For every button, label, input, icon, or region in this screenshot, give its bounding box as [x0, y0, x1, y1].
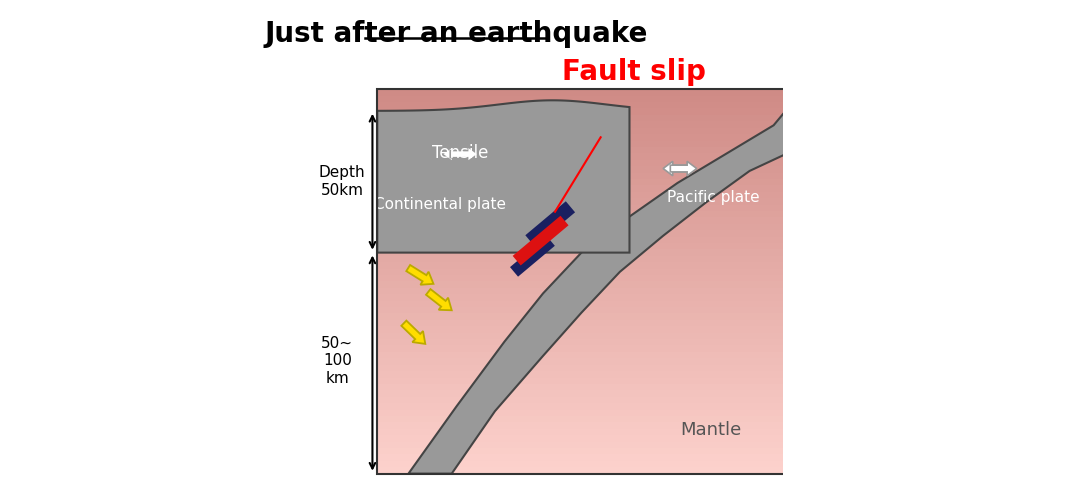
Polygon shape [377, 224, 785, 230]
Polygon shape [377, 198, 785, 205]
Polygon shape [377, 281, 785, 288]
Polygon shape [377, 442, 785, 448]
Text: Continental plate: Continental plate [374, 197, 506, 212]
Polygon shape [377, 249, 785, 256]
Polygon shape [377, 256, 785, 262]
Polygon shape [377, 352, 785, 358]
Polygon shape [526, 201, 576, 246]
Polygon shape [377, 461, 785, 467]
Polygon shape [377, 454, 785, 461]
Text: 50~
100
km: 50~ 100 km [321, 336, 353, 385]
Text: Pacific plate: Pacific plate [667, 190, 760, 205]
Polygon shape [377, 134, 785, 140]
Polygon shape [377, 467, 785, 474]
Polygon shape [377, 307, 785, 313]
Polygon shape [377, 108, 785, 115]
Polygon shape [377, 333, 785, 339]
Polygon shape [377, 262, 785, 269]
Polygon shape [408, 111, 785, 474]
Polygon shape [377, 100, 630, 253]
Polygon shape [377, 173, 785, 179]
Text: Fault slip: Fault slip [563, 58, 706, 87]
Polygon shape [377, 326, 785, 333]
Polygon shape [670, 161, 697, 176]
Polygon shape [377, 102, 785, 108]
Polygon shape [377, 339, 785, 346]
Polygon shape [377, 364, 785, 371]
Polygon shape [377, 89, 785, 96]
Text: Tensile: Tensile [432, 144, 489, 162]
Polygon shape [377, 96, 785, 102]
Polygon shape [377, 230, 785, 237]
Polygon shape [377, 397, 785, 403]
Text: Mantle: Mantle [681, 421, 742, 439]
Polygon shape [377, 301, 785, 307]
Text: Just after an earthquake: Just after an earthquake [265, 19, 648, 48]
Polygon shape [513, 216, 569, 265]
Polygon shape [377, 160, 785, 166]
Polygon shape [377, 237, 785, 243]
Polygon shape [377, 429, 785, 435]
Polygon shape [377, 179, 785, 185]
Polygon shape [377, 390, 785, 397]
Polygon shape [377, 122, 785, 128]
Polygon shape [377, 185, 785, 192]
Polygon shape [377, 416, 785, 422]
Polygon shape [377, 346, 785, 352]
Polygon shape [377, 313, 785, 320]
Polygon shape [377, 403, 785, 410]
Polygon shape [377, 153, 785, 160]
Polygon shape [377, 410, 785, 416]
Polygon shape [377, 217, 785, 224]
Polygon shape [377, 147, 785, 153]
Polygon shape [377, 371, 785, 378]
Polygon shape [377, 205, 785, 211]
Polygon shape [377, 435, 785, 442]
Polygon shape [377, 358, 785, 364]
Polygon shape [377, 115, 785, 122]
Polygon shape [377, 211, 785, 217]
Polygon shape [377, 243, 785, 249]
Polygon shape [406, 265, 433, 285]
Polygon shape [377, 269, 785, 275]
Polygon shape [402, 321, 426, 344]
Polygon shape [442, 146, 470, 162]
Polygon shape [377, 192, 785, 198]
Polygon shape [377, 422, 785, 429]
Polygon shape [377, 140, 785, 147]
Polygon shape [377, 288, 785, 294]
Polygon shape [426, 289, 452, 310]
Polygon shape [510, 236, 555, 277]
Polygon shape [377, 378, 785, 384]
Polygon shape [377, 294, 785, 301]
Polygon shape [377, 128, 785, 134]
Polygon shape [451, 146, 478, 162]
Polygon shape [377, 320, 785, 326]
Polygon shape [664, 161, 690, 176]
Polygon shape [377, 166, 785, 173]
Text: Depth
50km: Depth 50km [319, 165, 366, 198]
Polygon shape [377, 448, 785, 454]
Polygon shape [377, 384, 785, 390]
Polygon shape [377, 275, 785, 281]
